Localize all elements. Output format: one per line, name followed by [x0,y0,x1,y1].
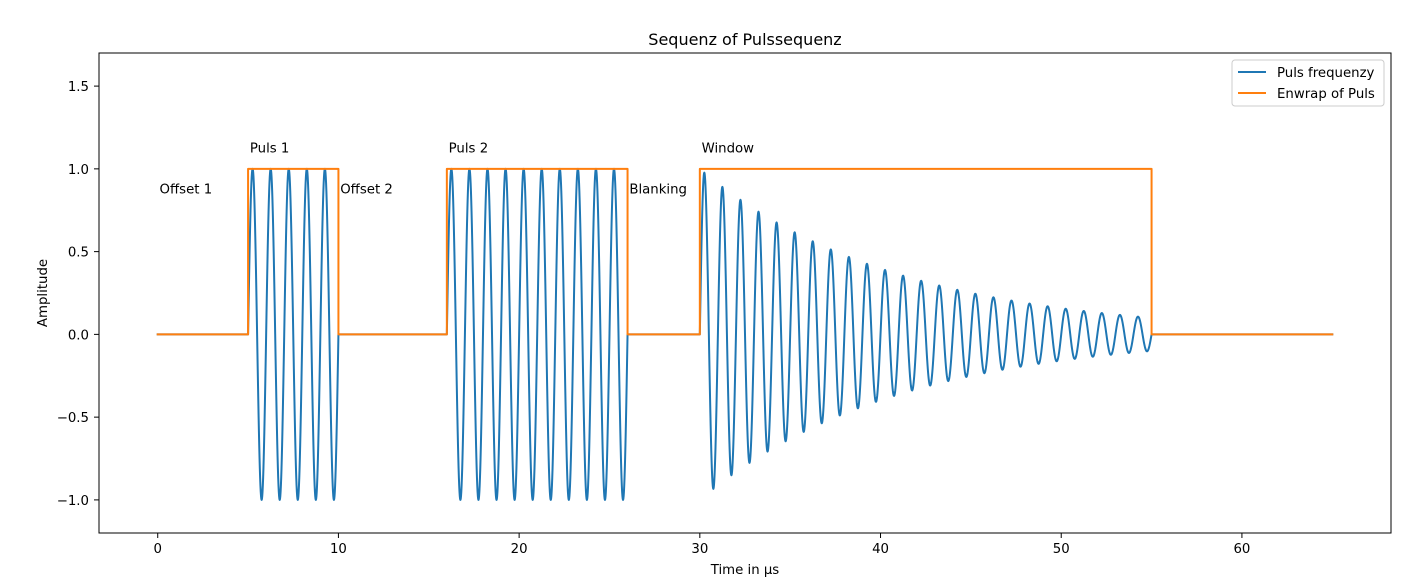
x-tick-label: 30 [691,542,708,557]
y-tick-label: 0.0 [68,328,89,343]
legend: Puls frequenzy Enwrap of Puls [1231,59,1385,107]
annotation-label: Puls 2 [449,141,489,156]
annotation-label: Puls 1 [250,141,290,156]
annotation-label: Blanking [629,183,687,198]
y-tick-label: −0.5 [57,411,89,426]
plot-frame [98,52,1392,534]
y-tick-label: 1.0 [68,163,89,178]
x-tick-label: 50 [1053,542,1070,557]
x-tick-label: 20 [511,542,528,557]
x-axis-label: Time in µs [710,563,780,578]
legend-box [1231,59,1385,107]
legend-label: Puls frequenzy [1277,66,1375,81]
chart-title: Sequenz of Pulssequenz [648,30,841,49]
y-tick-label: 1.5 [68,80,89,95]
plot-area [156,167,1334,501]
series-line-puls-frequenzy [156,167,1334,501]
x-tick-label: 10 [330,542,347,557]
y-axis: −1.0 −0.5 0.0 0.5 1.0 1.5 [57,80,99,509]
x-tick-label: 40 [872,542,889,557]
series-line-enwrap-of-puls [156,167,1334,336]
x-tick-label: 60 [1233,542,1250,557]
annotation-label: Window [702,141,755,156]
legend-label: Enwrap of Puls [1277,87,1375,102]
y-tick-label: −1.0 [57,494,89,509]
series-layer [156,167,1334,501]
y-tick-label: 0.5 [68,246,89,261]
x-axis: 0 10 20 30 40 50 60 [153,533,1250,557]
annotation-label: Offset 2 [340,183,393,198]
annotation-label: Offset 1 [160,183,213,198]
y-axis-label: Amplitude [36,259,51,327]
annotations: Offset 1 Puls 1 Offset 2 Puls 2 Blanking Wind… [160,141,755,197]
x-tick-label: 0 [153,542,161,557]
